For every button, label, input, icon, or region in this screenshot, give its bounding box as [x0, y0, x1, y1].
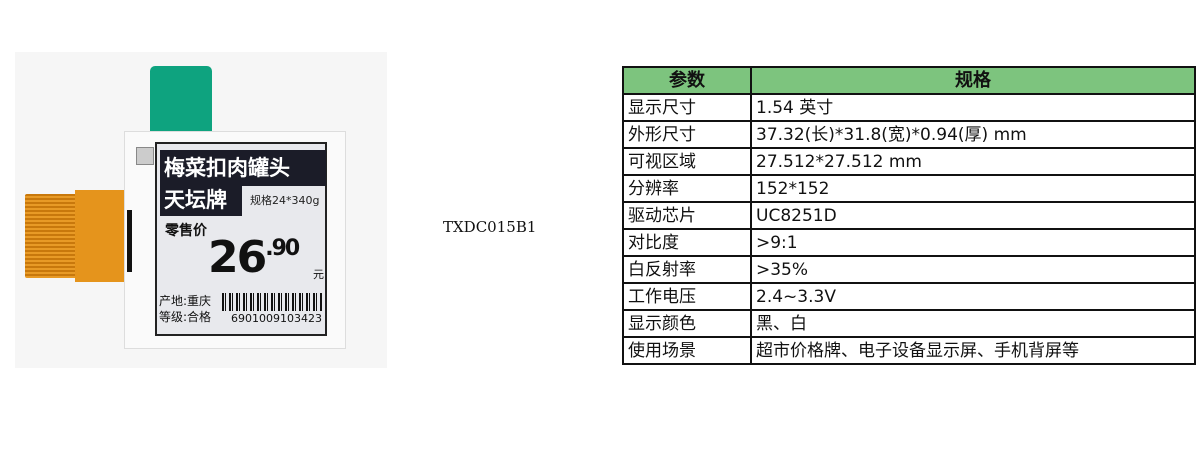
param-cell: 可视区域: [622, 147, 752, 176]
value-cell: 27.512*27.512 mm: [750, 147, 1196, 176]
param-cell: 外形尺寸: [622, 120, 752, 149]
value-cell: 2.4~3.3V: [750, 282, 1196, 311]
param-cell: 分辨率: [622, 174, 752, 203]
value-cell: 152*152: [750, 174, 1196, 203]
param-cell: 显示尺寸: [622, 93, 752, 122]
param-cell: 白反射率: [622, 255, 752, 284]
label-title-line1: 梅菜扣肉罐头: [160, 150, 326, 186]
label-price: 26.90: [208, 232, 300, 283]
price-main: 26: [208, 232, 267, 283]
value-cell: 37.32(长)*31.8(宽)*0.94(厚) mm: [750, 120, 1196, 149]
price-cents: .90: [265, 236, 300, 261]
header-value: 规格: [750, 66, 1196, 95]
label-grade: 等级:合格: [159, 310, 212, 324]
label-currency: 元: [313, 268, 324, 281]
table-row: 驱动芯片 UC8251D: [622, 201, 1196, 230]
param-cell: 工作电压: [622, 282, 752, 311]
label-spec: 规格24*340g: [250, 194, 320, 207]
table-row: 工作电压 2.4~3.3V: [622, 282, 1196, 311]
value-cell: 1.54 英寸: [750, 93, 1196, 122]
label-origin: 产地:重庆: [159, 294, 212, 308]
value-cell: 黑、白: [750, 309, 1196, 338]
param-cell: 使用场景: [622, 336, 752, 365]
table-row: 分辨率 152*152: [622, 174, 1196, 203]
value-cell: UC8251D: [750, 201, 1196, 230]
module-hole: [136, 147, 154, 165]
table-row: 外形尺寸 37.32(长)*31.8(宽)*0.94(厚) mm: [622, 120, 1196, 149]
barcode-number: 6901009103423: [231, 312, 322, 325]
module-slot: [127, 210, 132, 272]
label-price-title: 零售价: [165, 223, 207, 239]
value-cell: 超市价格牌、电子设备显示屏、手机背屏等: [750, 336, 1196, 365]
barcode: [222, 293, 322, 311]
label-title-line2: 天坛牌: [160, 186, 242, 216]
table-row: 显示尺寸 1.54 英寸: [622, 93, 1196, 122]
model-name: TXDC015B1: [443, 218, 537, 236]
spec-table: 参数 规格 显示尺寸 1.54 英寸 外形尺寸 37.32(长)*31.8(宽)*0.…: [622, 66, 1196, 365]
value-cell: >9:1: [750, 228, 1196, 257]
value-cell: >35%: [750, 255, 1196, 284]
table-row: 对比度 >9:1: [622, 228, 1196, 257]
table-header-row: 参数 规格: [622, 66, 1196, 95]
protective-tab: [150, 66, 212, 132]
table-row: 使用场景 超市价格牌、电子设备显示屏、手机背屏等: [622, 336, 1196, 365]
param-cell: 对比度: [622, 228, 752, 257]
table-row: 白反射率 >35%: [622, 255, 1196, 284]
table-row: 显示颜色 黑、白: [622, 309, 1196, 338]
param-cell: 显示颜色: [622, 309, 752, 338]
table-row: 可视区域 27.512*27.512 mm: [622, 147, 1196, 176]
param-cell: 驱动芯片: [622, 201, 752, 230]
header-param: 参数: [622, 66, 752, 95]
label-origin-block: 产地:重庆 等级:合格: [159, 293, 211, 325]
